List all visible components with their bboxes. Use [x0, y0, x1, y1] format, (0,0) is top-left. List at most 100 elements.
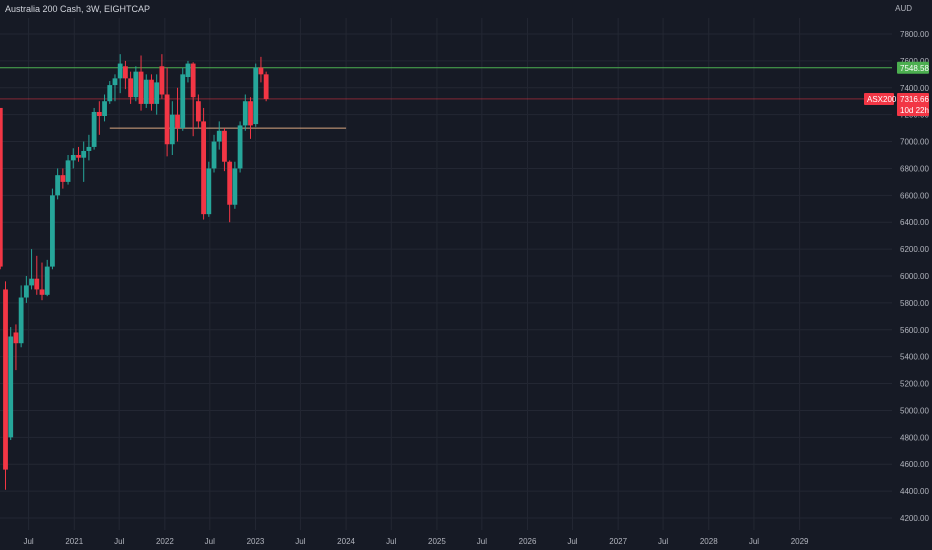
candle-body — [70, 155, 76, 161]
current-price-text: 7316.66 — [900, 95, 929, 104]
symbol-text: ASX200 — [867, 95, 897, 104]
y-tick-label: 5400.00 — [900, 353, 929, 362]
candle-body — [169, 114, 175, 145]
y-tick-label: 5200.00 — [900, 380, 929, 389]
x-tick-label: Jul — [749, 537, 759, 546]
candle-body — [96, 111, 102, 117]
y-tick-label: 7600.00 — [900, 57, 929, 66]
y-tick-label: 7000.00 — [900, 138, 929, 147]
candle-body — [206, 168, 212, 215]
x-tick-label: Jul — [114, 537, 124, 546]
x-tick-label: Jul — [477, 537, 487, 546]
candle-body — [65, 160, 71, 182]
candle-body — [76, 155, 81, 158]
x-tick-label: 2027 — [609, 537, 627, 546]
y-tick-label: 7800.00 — [900, 30, 929, 39]
candle-body — [216, 130, 222, 142]
candle-body — [237, 125, 243, 169]
y-tick-label: 4400.00 — [900, 487, 929, 496]
candle-body — [39, 289, 45, 295]
candle-body — [55, 175, 61, 196]
x-tick-label: Jul — [658, 537, 668, 546]
y-tick-label: 6600.00 — [900, 191, 929, 200]
candle-body — [143, 79, 149, 104]
candle-body — [190, 63, 196, 98]
candle-body — [112, 78, 118, 86]
y-tick-label: 4800.00 — [900, 433, 929, 442]
y-tick-label: 7400.00 — [900, 84, 929, 93]
candle-body — [258, 67, 264, 75]
candle-body — [128, 78, 134, 98]
candle-body — [138, 71, 144, 104]
candle-body — [133, 71, 139, 98]
candle-body — [44, 266, 50, 295]
resistance-price-text: 7548.58 — [900, 64, 929, 73]
candle-body — [242, 101, 248, 126]
level-lines — [0, 67, 892, 129]
candle-body — [8, 336, 14, 438]
x-tick-label: 2026 — [519, 537, 537, 546]
x-tick-label: 2023 — [247, 537, 265, 546]
candle-body — [86, 146, 92, 151]
candle-body — [18, 297, 24, 344]
candle-body — [248, 101, 253, 126]
x-tick-label: 2028 — [700, 537, 718, 546]
candle-body — [253, 67, 259, 125]
candle-body — [232, 168, 238, 205]
candle-body — [195, 101, 201, 122]
x-tick-label: 2022 — [156, 537, 174, 546]
x-tick-label: 2029 — [791, 537, 809, 546]
candle-body — [50, 195, 55, 267]
x-tick-label: Jul — [205, 537, 215, 546]
candle-body — [149, 79, 154, 104]
grid — [0, 18, 892, 530]
candle-body — [180, 74, 186, 129]
candle-body — [3, 289, 8, 470]
candle-body — [0, 107, 3, 267]
y-tick-label: 5800.00 — [900, 299, 929, 308]
candle-body — [107, 85, 113, 102]
x-tick-label: Jul — [386, 537, 396, 546]
candle-body — [263, 74, 269, 99]
y-axis-labels: 7800.007600.007400.007200.007000.006800.… — [900, 30, 929, 523]
currency-label: AUD — [895, 4, 912, 13]
x-tick-label: Jul — [295, 537, 305, 546]
candle-body — [159, 66, 165, 95]
y-tick-label: 6800.00 — [900, 164, 929, 173]
candle-body — [81, 150, 87, 158]
candle-body — [117, 63, 123, 79]
symbol-badge — [864, 92, 894, 105]
candle-body — [164, 94, 170, 145]
candle-body — [91, 111, 97, 147]
y-tick-label: 4200.00 — [900, 514, 929, 523]
candle-body — [102, 101, 107, 117]
y-tick-label: 5000.00 — [900, 406, 929, 415]
candle-body — [34, 278, 40, 290]
y-tick-label: 6000.00 — [900, 272, 929, 281]
candle-body — [29, 278, 34, 286]
x-tick-label: 2025 — [428, 537, 446, 546]
y-tick-label: 6400.00 — [900, 218, 929, 227]
countdown-text: 10d 22h — [900, 106, 929, 115]
resistance-price-badge — [897, 61, 929, 74]
candle-body — [60, 175, 66, 182]
candle-body — [23, 285, 29, 298]
candle-body — [222, 130, 227, 162]
x-tick-label: 2021 — [65, 537, 83, 546]
candle-body — [185, 63, 191, 78]
candle-body — [211, 141, 217, 169]
chart-title: Australia 200 Cash, 3W, EIGHTCAP — [5, 4, 151, 14]
x-tick-label: Jul — [23, 537, 33, 546]
candle-body — [13, 332, 19, 344]
x-axis-labels: Jul 2021 Jul 2022 Jul 2023 Jul 2024 Jul 2025 Jul 20… — [23, 537, 809, 546]
candle-body — [123, 66, 128, 79]
y-tick-label: 6200.00 — [900, 245, 929, 254]
current-price-badge — [897, 92, 929, 116]
candles — [0, 54, 269, 490]
candle-body — [154, 82, 160, 104]
price-badges: 7548.58 ASX200 7316.66 10d 22h — [864, 61, 929, 116]
candle-body — [201, 121, 206, 215]
y-tick-label: 5600.00 — [900, 326, 929, 335]
